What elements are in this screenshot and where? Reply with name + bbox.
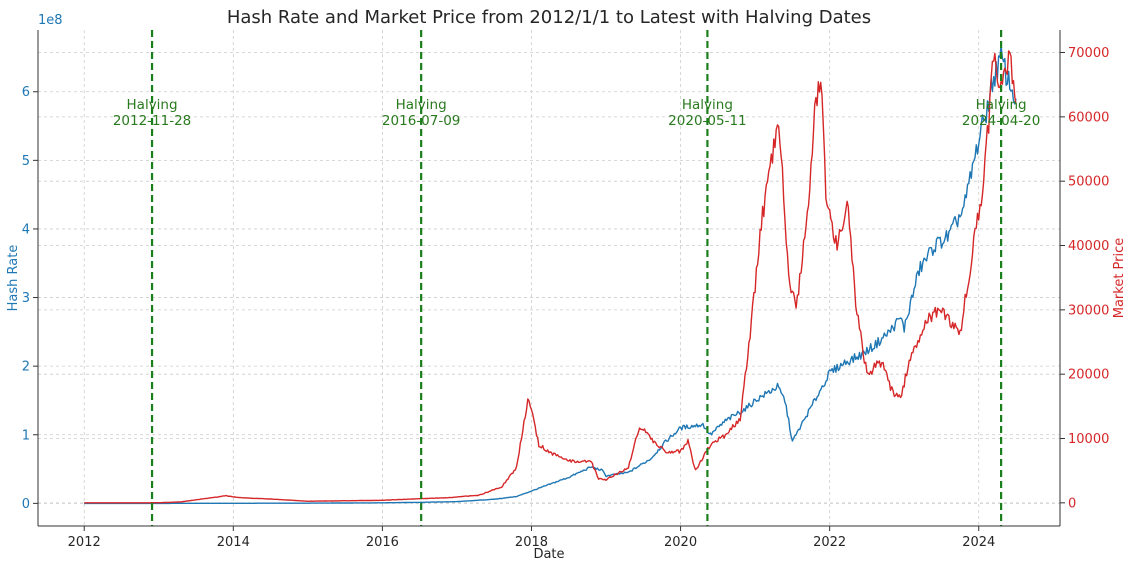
- x-tick-label: 2012: [68, 535, 101, 550]
- left-y-tick-label: 2: [22, 360, 30, 375]
- halving-date-label: 2016-07-09: [382, 113, 460, 129]
- left-y-tick-label: 6: [22, 85, 30, 100]
- series-layer: [84, 44, 1017, 505]
- left-y-tick-label: 3: [22, 291, 30, 306]
- x-tick-label: 2014: [217, 535, 250, 550]
- right-axis-label: Market Price: [1112, 238, 1127, 319]
- left-axis-offset-text: 1e8: [38, 13, 63, 28]
- halving-label: Halving: [396, 97, 447, 113]
- x-tick-label: 2020: [664, 535, 697, 550]
- x-tick-label: 2024: [962, 535, 995, 550]
- grid: [38, 30, 1060, 526]
- left-axis-label: Hash Rate: [6, 245, 21, 312]
- right-y-tick-label: 10000: [1068, 432, 1109, 447]
- right-y-tick-label: 60000: [1068, 110, 1109, 125]
- right-y-tick-label: 20000: [1068, 368, 1109, 383]
- left-y-tick-label: 1: [22, 428, 30, 443]
- x-tick-label: 2016: [366, 535, 399, 550]
- x-tick-label: 2022: [813, 535, 846, 550]
- market-price-line: [84, 50, 1017, 504]
- x-axis-label: Date: [533, 547, 564, 562]
- right-y-tick-label: 30000: [1068, 303, 1109, 318]
- halving-label: Halving: [682, 97, 733, 113]
- right-y-tick-label: 0: [1068, 496, 1076, 511]
- halving-date-label: 2020-05-11: [668, 113, 746, 129]
- left-y-tick-label: 0: [22, 497, 30, 512]
- chart-title: Hash Rate and Market Price from 2012/1/1…: [227, 7, 871, 28]
- halving-date-label: 2012-11-28: [113, 113, 191, 129]
- left-y-tick-label: 4: [22, 222, 30, 237]
- halving-label: Halving: [976, 97, 1027, 113]
- left-y-tick-label: 5: [22, 154, 30, 169]
- right-y-tick-label: 70000: [1068, 46, 1109, 61]
- right-y-tick-label: 40000: [1068, 239, 1109, 254]
- x-tick-label: 2018: [515, 535, 548, 550]
- axes: [37, 30, 1061, 527]
- halving-date-label: 2024-04-20: [962, 113, 1040, 129]
- ticks: 2012 2014 2016 2018 2020 2022 2024 0 1 2 3 4 5 6 0 1000…: [22, 46, 1110, 550]
- halving-label: Halving: [127, 97, 178, 113]
- halving-layer: Halving2012-11-28Halving2016-07-09Halvin…: [113, 30, 1040, 526]
- right-y-tick-label: 50000: [1068, 175, 1109, 190]
- hash-rate-line: [84, 44, 1017, 505]
